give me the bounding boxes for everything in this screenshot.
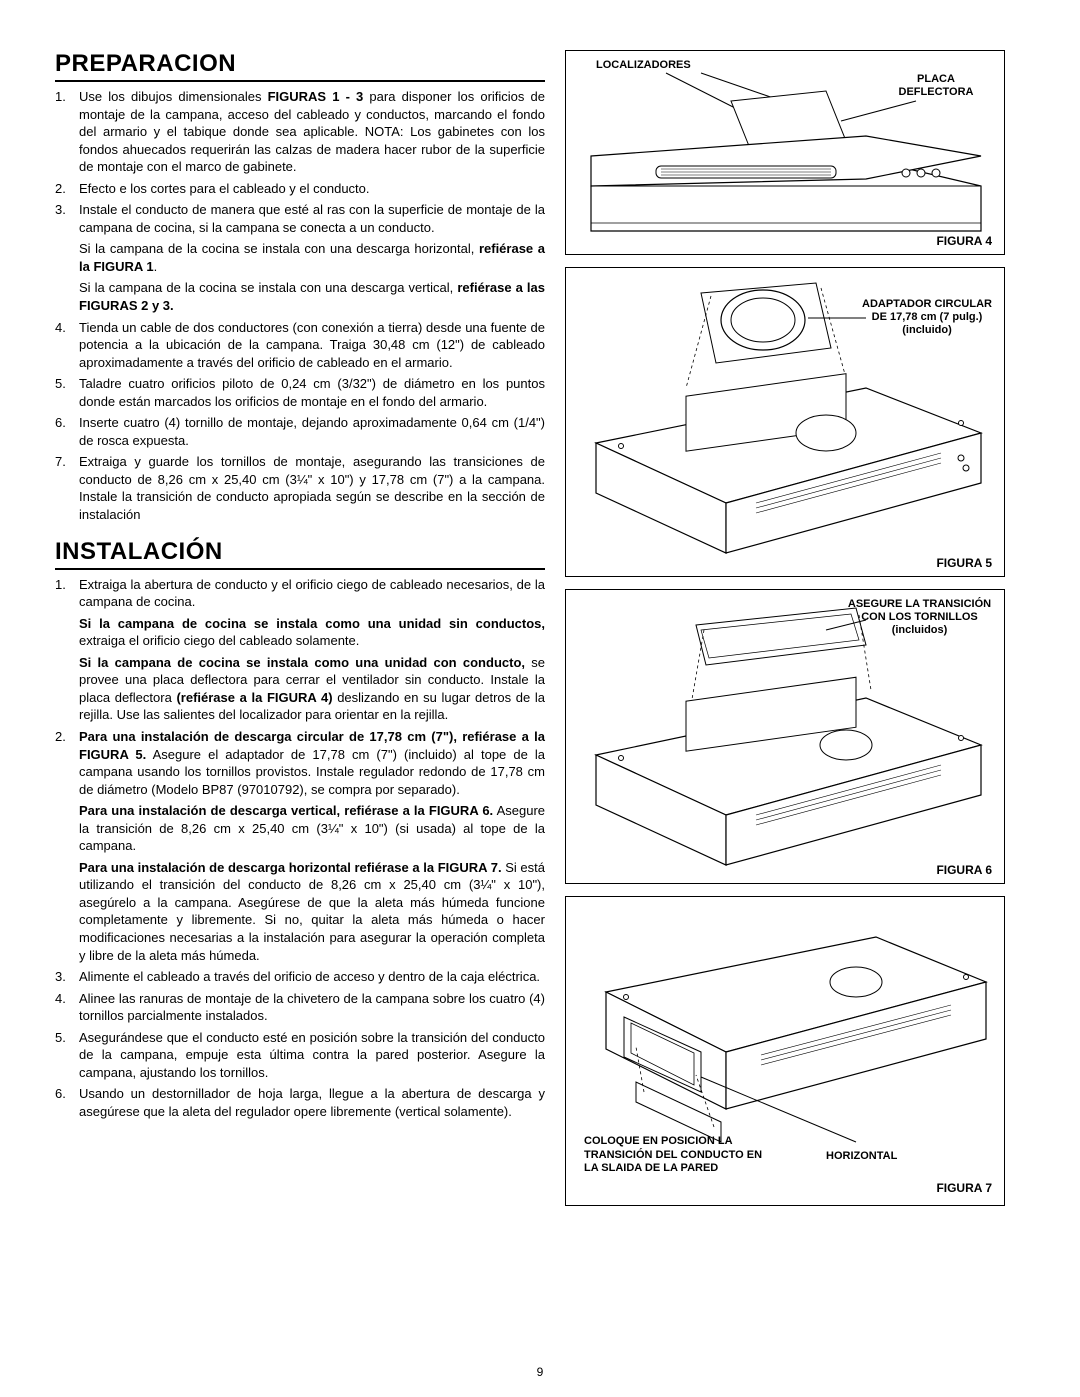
fig7-label-horizontal: HORIZONTAL	[826, 1150, 897, 1163]
left-column: PREPARACION Use los dibujos dimensionale…	[55, 50, 545, 1218]
fig7-svg	[566, 897, 1002, 1152]
inst-item-1: Extraiga la abertura de conducto y el or…	[55, 576, 545, 724]
fig6-label-asegure: ASEGURE LA TRANSICIÓN CON LOS TORNILLOS …	[847, 598, 992, 638]
prep-item-7: Extraiga y guarde los tornillos de monta…	[55, 453, 545, 523]
page-content: PREPARACION Use los dibujos dimensionale…	[55, 50, 1025, 1218]
preparacion-list: Use los dibujos dimensionales FIGURAS 1 …	[55, 88, 545, 524]
prep-3-sub1: Si la campana de la cocina se instala co…	[79, 240, 545, 275]
prep-item-2: Efecto e los cortes para el cableado y e…	[55, 180, 545, 198]
figure-4: LOCALIZADORES PLACA DEFLECTORA	[565, 50, 1005, 255]
fig4-label-localizadores: LOCALIZADORES	[596, 59, 691, 72]
prep-item-6: Inserte cuatro (4) tornillo de montaje, …	[55, 414, 545, 449]
figure-5: ADAPTADOR CIRCULAR DE 17,78 cm (7 pulg.)…	[565, 267, 1005, 577]
prep-item-4: Tienda un cable de dos conductores (con …	[55, 319, 545, 372]
fig5-caption: FIGURA 5	[936, 556, 992, 570]
prep-item-1: Use los dibujos dimensionales FIGURAS 1 …	[55, 88, 545, 176]
instalacion-title: INSTALACIÓN	[55, 538, 545, 570]
fig5-label-adaptador: ADAPTADOR CIRCULAR DE 17,78 cm (7 pulg.)…	[862, 298, 992, 338]
inst-2-sub1: Para una instalación de descarga vertica…	[79, 802, 545, 855]
inst-item-2: Para una instalación de descarga circula…	[55, 728, 545, 964]
preparacion-title: PREPARACION	[55, 50, 545, 82]
fig6-caption: FIGURA 6	[936, 863, 992, 877]
instalacion-list: Extraiga la abertura de conducto y el or…	[55, 576, 545, 1121]
fig7-label-coloque: COLOQUE EN POSICION LA TRANSICIÓN DEL CO…	[584, 1135, 764, 1175]
figure-7: COLOQUE EN POSICION LA TRANSICIÓN DEL CO…	[565, 896, 1005, 1206]
prep-3-sub2: Si la campana de la cocina se instala co…	[79, 279, 545, 314]
inst-item-4: Alinee las ranuras de montaje de la chiv…	[55, 990, 545, 1025]
fig7-caption: FIGURA 7	[936, 1181, 992, 1195]
inst-item-6: Usando un destornillador de hoja larga, …	[55, 1085, 545, 1120]
page-number: 9	[537, 1365, 544, 1379]
right-column: LOCALIZADORES PLACA DEFLECTORA	[565, 50, 1005, 1218]
inst-item-3: Alimente el cableado a través del orific…	[55, 968, 545, 986]
prep-item-3: Instale el conducto de manera que esté a…	[55, 201, 545, 314]
fig4-caption: FIGURA 4	[936, 234, 992, 248]
figure-6: ASEGURE LA TRANSICIÓN CON LOS TORNILLOS …	[565, 589, 1005, 884]
fig4-label-placa: PLACA DEFLECTORA	[886, 73, 986, 99]
inst-1-sub2: Si la campana de cocina se instala como …	[79, 654, 545, 724]
inst-2-sub2: Para una instalación de descarga horizon…	[79, 859, 545, 964]
inst-1-sub1: Si la campana de cocina se instala como …	[79, 615, 545, 650]
inst-item-5: Asegurándese que el conducto esté en pos…	[55, 1029, 545, 1082]
prep-item-5: Taladre cuatro orificios piloto de 0,24 …	[55, 375, 545, 410]
